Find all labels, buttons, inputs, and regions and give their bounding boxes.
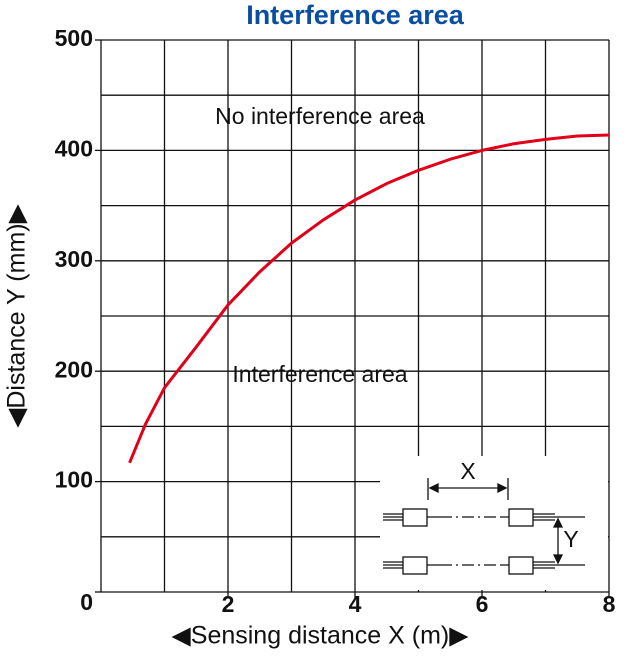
x-tick-label: 8: [603, 591, 616, 617]
x-tick-label: 6: [476, 591, 489, 617]
x-tick-label: 4: [349, 591, 362, 617]
annotation: Interference area: [232, 361, 407, 387]
inset-label: X: [460, 458, 475, 484]
y-tick-label: 400: [55, 135, 93, 161]
y-tick-label: 100: [55, 467, 93, 493]
y-axis-label: ◀Distance Y (mm)▶: [3, 203, 31, 427]
y-tick-label: 300: [55, 246, 93, 272]
inset-diagram: X Y: [380, 456, 608, 590]
chart-title: Interference area: [246, 0, 465, 30]
x-tick-label: 2: [222, 591, 235, 617]
plot: [128, 133, 610, 464]
annotation: No interference area: [215, 103, 425, 129]
y-tick-label: 500: [55, 25, 93, 51]
data-line: [128, 133, 610, 464]
x-axis-label: ◀Sensing distance X (m)▶: [172, 622, 470, 650]
y-tick-label: 200: [55, 356, 93, 382]
y-tick-label: 0: [80, 589, 93, 615]
grid: [95, 39, 610, 598]
inset-drawing: [383, 478, 585, 575]
inset-label: Y: [563, 526, 578, 552]
